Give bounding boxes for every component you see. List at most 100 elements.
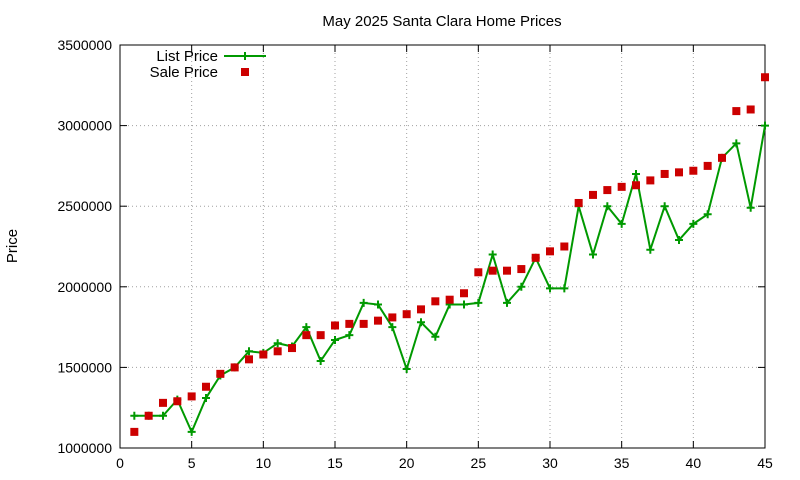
- sale-price-point: [359, 319, 368, 328]
- sale-price-point: [517, 265, 526, 274]
- list-price-point: [675, 236, 683, 245]
- sale-price-point: [603, 186, 612, 195]
- list-price-point: [703, 210, 712, 219]
- grid: [120, 45, 765, 448]
- sale-price-point: [503, 266, 511, 275]
- list-price-point: [589, 250, 597, 259]
- y-axis-title: Price: [4, 229, 21, 263]
- sale-price-point: [288, 344, 296, 353]
- list-price-point: [187, 427, 196, 436]
- sale-price-point: [718, 153, 726, 162]
- list-price-point: [689, 219, 698, 228]
- legend-plus-marker: [241, 52, 249, 60]
- list-price-point: [388, 323, 397, 332]
- list-price-point: [660, 202, 669, 211]
- x-tick-label: 15: [327, 455, 343, 471]
- list-price-line: [134, 125, 766, 435]
- x-tick-label: 35: [614, 455, 630, 471]
- sale-price-point: [617, 182, 626, 191]
- sale-price-point: [746, 105, 755, 114]
- x-tick-label: 45: [757, 455, 773, 471]
- x-tick-label: 25: [471, 455, 487, 471]
- sale-price-point: [302, 331, 311, 340]
- sale-price-point: [761, 73, 769, 82]
- sale-price-point: [173, 397, 182, 406]
- list-price-point: [517, 282, 526, 291]
- x-tick-label: 0: [116, 455, 124, 471]
- y-tick-label: 2500000: [57, 198, 112, 214]
- sale-price-point: [732, 107, 741, 116]
- list-price-point: [202, 394, 210, 403]
- list-price-series: [130, 121, 769, 436]
- series-layer: [130, 73, 769, 436]
- y-tick-label: 2000000: [57, 279, 112, 295]
- y-tick-label: 3000000: [57, 118, 112, 134]
- sale-price-point: [660, 169, 669, 178]
- list-price-point: [431, 332, 440, 341]
- legend-square-marker: [241, 68, 249, 76]
- sale-price-point: [159, 398, 167, 407]
- legend-label: List Price: [156, 48, 218, 65]
- list-price-point: [331, 335, 339, 344]
- list-price-point: [632, 169, 640, 178]
- sale-price-point: [431, 297, 440, 306]
- sale-price-point: [546, 247, 554, 256]
- sale-price-point: [245, 355, 253, 364]
- list-price-point: [474, 298, 483, 307]
- sale-price-point: [474, 268, 483, 277]
- list-price-point: [245, 347, 253, 356]
- x-tick-label: 20: [399, 455, 415, 471]
- sale-price-point: [560, 242, 569, 251]
- list-price-point: [345, 331, 354, 340]
- sale-price-point: [589, 190, 597, 199]
- x-tick-label: 10: [256, 455, 272, 471]
- sale-price-series: [130, 73, 769, 436]
- sale-price-point: [202, 382, 210, 391]
- sale-price-point: [388, 313, 397, 322]
- sale-price-point: [402, 310, 411, 319]
- sale-price-point: [230, 363, 239, 372]
- list-price-point: [302, 323, 311, 332]
- list-price-point: [603, 202, 612, 211]
- y-tick-label: 1500000: [57, 359, 112, 375]
- list-price-point: [374, 300, 382, 309]
- y-tick-label: 1000000: [57, 440, 112, 456]
- list-price-point: [488, 250, 497, 259]
- list-price-point: [503, 298, 511, 307]
- sale-price-point: [689, 166, 698, 175]
- legend-label: Sale Price: [150, 64, 218, 81]
- list-price-point: [273, 339, 282, 348]
- list-price-point: [617, 219, 626, 228]
- x-tick-label: 5: [188, 455, 196, 471]
- list-price-point: [417, 318, 425, 327]
- sale-price-point: [259, 350, 268, 359]
- sale-price-point: [316, 331, 325, 340]
- sale-price-point: [646, 176, 655, 185]
- list-price-point: [761, 121, 769, 130]
- y-tick-label: 3500000: [57, 37, 112, 53]
- list-price-point: [732, 139, 741, 148]
- sale-price-point: [675, 168, 683, 177]
- chart-title: May 2025 Santa Clara Home Prices: [322, 13, 561, 30]
- sale-price-point: [144, 411, 153, 420]
- list-price-point: [560, 284, 569, 293]
- sale-price-point: [216, 369, 225, 378]
- sale-price-point: [574, 198, 583, 207]
- sale-price-point: [345, 319, 354, 328]
- list-price-point: [359, 298, 368, 307]
- list-price-point: [316, 356, 325, 365]
- list-price-point: [159, 411, 167, 420]
- sale-price-point: [531, 253, 540, 262]
- x-tick-label: 30: [542, 455, 558, 471]
- list-price-point: [746, 203, 755, 212]
- sale-price-point: [273, 347, 282, 356]
- axis-ticks: 0 5 10 15 20 25 30 35 40 45 1000000 1500000 2000000 2…: [57, 37, 773, 471]
- sale-price-point: [374, 316, 382, 325]
- plot-frame: [119, 44, 766, 449]
- sale-price-point: [331, 321, 339, 330]
- list-price-point: [130, 411, 139, 420]
- list-price-point: [646, 245, 655, 254]
- list-price-point: [402, 365, 411, 374]
